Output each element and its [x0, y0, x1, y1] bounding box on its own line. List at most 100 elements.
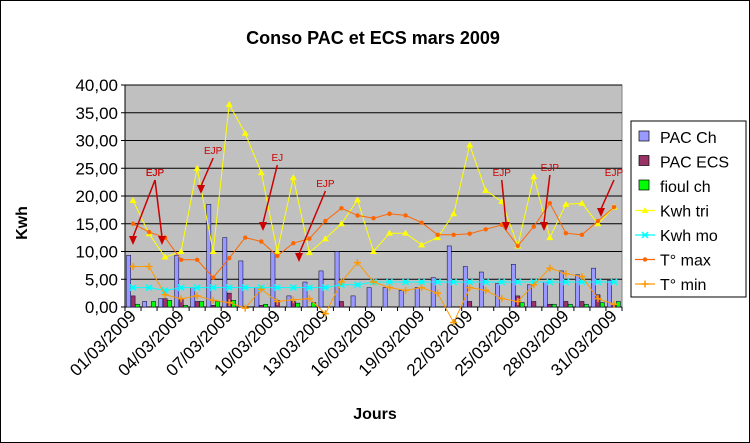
bar — [567, 303, 573, 308]
y-tick-label: 35,00 — [75, 104, 118, 123]
point — [563, 230, 569, 236]
y-tick-label: 5,00 — [85, 270, 118, 289]
point — [531, 224, 537, 229]
point — [642, 257, 648, 262]
annotation-label: EJ — [271, 153, 283, 164]
point — [353, 281, 361, 289]
legend-label: Kwh mo — [660, 228, 718, 245]
point — [321, 284, 329, 292]
annotation-arrow — [262, 164, 279, 224]
y-tick-label: 40,00 — [75, 76, 118, 95]
point — [193, 164, 201, 171]
annotation-arrow — [154, 179, 163, 238]
point — [177, 284, 185, 292]
bar — [559, 270, 564, 308]
point — [530, 281, 538, 289]
point — [321, 235, 329, 242]
legend-label: T° max — [660, 253, 711, 270]
point — [225, 100, 233, 107]
bar — [295, 302, 301, 308]
bar — [543, 281, 548, 308]
annotation-label: EJP — [541, 163, 560, 174]
point — [514, 278, 522, 286]
point — [610, 300, 618, 308]
point — [386, 278, 394, 286]
point — [402, 278, 410, 286]
point — [562, 278, 570, 286]
bar — [302, 281, 308, 308]
bar — [398, 290, 404, 308]
legend-label: T° min — [660, 277, 706, 294]
point — [241, 129, 249, 136]
line-series — [129, 100, 618, 327]
y-tick-label: 10,00 — [75, 243, 118, 262]
bar — [222, 237, 228, 308]
point — [498, 278, 506, 286]
bar — [563, 301, 569, 308]
bar — [258, 305, 264, 308]
point — [641, 231, 649, 239]
point — [337, 278, 345, 286]
annotation-arrowhead — [259, 222, 267, 231]
bar — [135, 303, 140, 308]
bar — [583, 303, 589, 308]
bar — [600, 302, 605, 308]
point — [289, 174, 297, 181]
bar — [174, 255, 180, 308]
annotation-label: EJP — [146, 168, 165, 179]
bar — [210, 305, 216, 308]
legend-label: fioul ch — [660, 179, 711, 196]
annotation-arrowhead — [540, 222, 548, 231]
point — [434, 278, 442, 286]
bar — [350, 295, 356, 308]
point — [225, 299, 233, 307]
bar — [414, 287, 420, 308]
annotation-arrow — [298, 190, 327, 255]
point — [178, 257, 184, 263]
point — [355, 213, 360, 218]
annotation-arrowhead — [502, 222, 510, 231]
point — [243, 235, 248, 240]
point — [370, 278, 377, 286]
annotation-label: EJP — [493, 168, 512, 179]
point — [450, 319, 458, 327]
y-tick-label: 0,00 — [85, 298, 118, 317]
bar — [339, 301, 344, 308]
point — [466, 284, 474, 292]
point — [321, 310, 329, 318]
point — [257, 169, 265, 176]
bar — [142, 301, 147, 308]
point — [595, 218, 601, 224]
point — [289, 296, 297, 304]
point — [257, 285, 265, 293]
point — [177, 295, 185, 303]
point — [161, 253, 169, 260]
bar — [334, 251, 340, 308]
point — [193, 284, 201, 292]
annotation-arrowhead — [597, 208, 605, 217]
point — [515, 243, 520, 249]
point — [387, 211, 392, 216]
bar — [130, 295, 136, 308]
point — [466, 141, 474, 148]
point — [418, 284, 426, 292]
legend-box — [630, 120, 747, 298]
bar — [591, 267, 596, 308]
point — [241, 284, 249, 292]
point — [402, 229, 410, 236]
point — [209, 248, 217, 254]
point — [450, 210, 458, 217]
point — [594, 295, 602, 303]
point — [353, 196, 361, 203]
point — [275, 253, 280, 259]
bar — [318, 270, 324, 308]
annotation-arrowhead — [158, 236, 166, 245]
point — [145, 284, 153, 292]
point — [291, 240, 296, 246]
point — [353, 259, 361, 267]
annotation-label: EJP — [605, 168, 624, 179]
point — [273, 284, 281, 292]
bar — [151, 301, 156, 308]
point — [467, 231, 472, 236]
